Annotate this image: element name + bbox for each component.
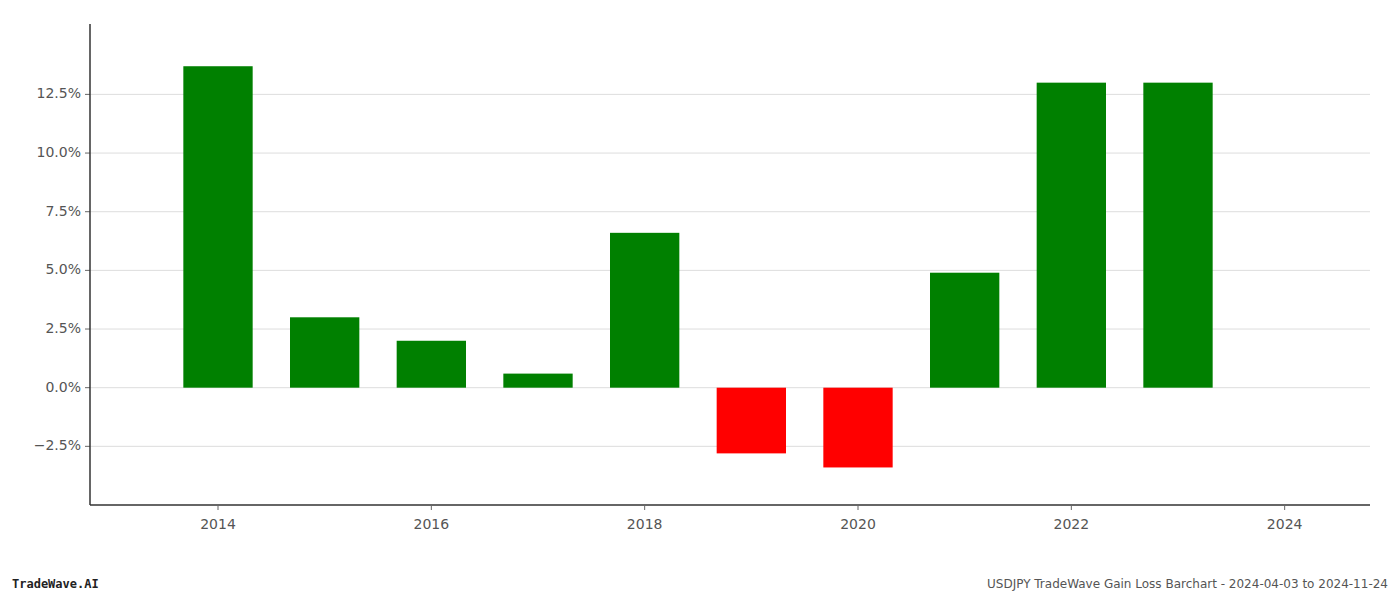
y-tick-label: 2.5% <box>45 320 81 336</box>
bar <box>1143 83 1212 388</box>
y-axis: −2.5% 0.0% 2.5% 5.0% 7.5% 10.0% 12.5% <box>34 24 90 505</box>
bar <box>930 273 999 388</box>
bar <box>1037 83 1106 388</box>
y-tick-label: −2.5% <box>34 437 81 453</box>
bar <box>397 341 466 388</box>
x-axis-line <box>90 504 1370 506</box>
x-tick-label: 2022 <box>1054 516 1090 532</box>
footer: TradeWave.AI USDJPY TradeWave Gain Loss B… <box>12 577 1388 591</box>
chart-container: −2.5%0.0%2.5%5.0%7.5%10.0%12.5%201420162… <box>0 0 1400 600</box>
bar <box>183 66 252 387</box>
footer-right: USDJPY TradeWave Gain Loss Barchart - 20… <box>987 577 1388 591</box>
x-tick-label: 2024 <box>1267 516 1303 532</box>
y-tick-label: 7.5% <box>45 203 81 219</box>
x-tick <box>431 505 432 510</box>
x-tick-label: 2016 <box>414 516 450 532</box>
y-axis-line <box>89 24 91 505</box>
y-tick-label: 0.0% <box>45 379 81 395</box>
bar <box>290 317 359 387</box>
chart-svg: −2.5%0.0%2.5%5.0%7.5%10.0%12.5%201420162… <box>0 0 1400 600</box>
x-tick <box>1071 505 1072 510</box>
bar <box>823 388 892 468</box>
x-axis: 2014 2016 2018 2020 2022 2024 <box>90 505 1370 532</box>
y-tick-label: 12.5% <box>37 85 81 101</box>
x-tick <box>644 505 645 510</box>
bar <box>717 388 786 454</box>
y-tick-label: 5.0% <box>45 261 81 277</box>
bars <box>183 66 1212 467</box>
footer-left: TradeWave.AI <box>12 577 99 591</box>
x-tick <box>858 505 859 510</box>
x-tick-label: 2020 <box>840 516 876 532</box>
y-tick-label: 10.0% <box>37 144 81 160</box>
x-tick-label: 2014 <box>200 516 236 532</box>
bar <box>503 374 572 388</box>
x-tick-label: 2018 <box>627 516 663 532</box>
x-tick <box>1284 505 1285 510</box>
bar <box>610 233 679 388</box>
x-tick <box>218 505 219 510</box>
